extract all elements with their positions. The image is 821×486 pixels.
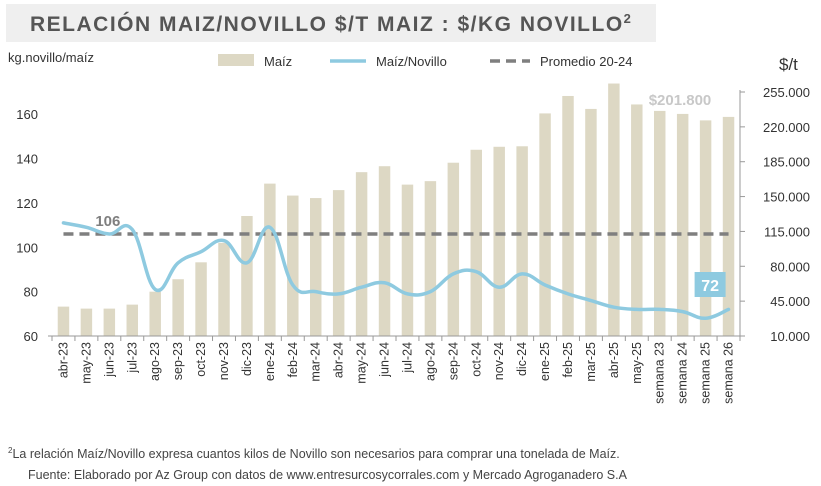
annotation-promedio-value: 106	[95, 213, 120, 230]
y-right-tick-label: 45.000	[770, 294, 810, 309]
y-right-axis-label: $/t	[779, 55, 798, 74]
y-left-tick-label: 140	[16, 152, 38, 167]
bar-maiz	[241, 215, 253, 336]
bar-maiz	[699, 120, 712, 337]
x-tick-label: may-23	[79, 342, 93, 384]
x-tick-label: dic-24	[515, 342, 529, 376]
legend-swatch-maiz	[218, 54, 254, 66]
bar-maiz	[172, 279, 184, 336]
bar-maiz	[654, 110, 666, 336]
bar-maiz	[424, 181, 437, 336]
chart-title-text: RELACIÓN MAIZ/NOVILLO $/T MAIZ : $/KG NO…	[30, 13, 624, 36]
footnote-sup: 2	[8, 446, 13, 455]
bar-maiz	[310, 198, 322, 336]
x-tick-label: feb-25	[561, 342, 575, 377]
bar-maiz	[608, 83, 620, 336]
bar-maiz	[332, 190, 345, 336]
bar-maiz	[493, 146, 505, 336]
x-tick-label: nov-23	[217, 342, 231, 380]
y-right-tick-label: 80.000	[770, 259, 810, 274]
bar-maiz	[631, 104, 643, 337]
y-left-tick-label: 100	[16, 240, 38, 255]
bar-maiz	[401, 184, 414, 336]
legend-label: Maíz/Novillo	[376, 54, 447, 69]
y-left-tick-label: 60	[24, 329, 38, 344]
y-left-axis-label: kg.novillo/maíz	[8, 50, 94, 65]
chart-title-sup: 2	[623, 11, 633, 26]
bar-maiz	[103, 308, 116, 336]
bar-maiz	[355, 172, 368, 336]
bar-maiz	[57, 306, 70, 336]
x-tick-label: nov-24	[492, 342, 506, 380]
x-tick-label: mar-24	[309, 342, 323, 382]
x-tick-label: may-25	[630, 342, 644, 384]
x-tick-label: ene-24	[263, 342, 277, 381]
x-tick-label: ago-24	[423, 342, 437, 381]
x-tick-label: semana 23	[653, 342, 667, 404]
annotation-ratio-box	[694, 272, 726, 297]
x-tick-label: semana 25	[699, 342, 713, 404]
x-tick-label: may-24	[355, 342, 369, 384]
x-tick-label: jul-24	[400, 342, 414, 374]
y-right-tick-label: 10.000	[770, 329, 810, 344]
chart-title: RELACIÓN MAIZ/NOVILLO $/T MAIZ : $/KG NO…	[30, 11, 632, 37]
x-tick-label: jul-23	[125, 342, 139, 374]
title-bar: RELACIÓN MAIZ/NOVILLO $/T MAIZ : $/KG NO…	[6, 4, 656, 42]
legend-label: Maíz	[264, 54, 292, 69]
footnote: 2La relación Maíz/Novillo expresa cuanto…	[8, 446, 620, 461]
x-tick-label: semana 26	[722, 342, 736, 404]
x-tick-label: sep-23	[171, 342, 185, 380]
y-right-tick-label: 255.000	[763, 85, 810, 100]
bar-maiz	[539, 113, 551, 336]
y-left-tick-label: 120	[16, 196, 38, 211]
x-tick-label: mar-25	[584, 342, 598, 382]
x-tick-label: semana 24	[676, 342, 690, 404]
x-tick-label: oct-23	[194, 342, 208, 377]
y-right-tick-label: 115.000	[764, 224, 810, 239]
x-tick-label: sep-24	[446, 342, 460, 380]
x-tick-label: abr-25	[607, 342, 621, 378]
x-tick-label: jun-23	[102, 342, 116, 378]
bar-maiz	[195, 262, 207, 336]
x-tick-label: abr-24	[332, 342, 346, 378]
footnote-text: La relación Maíz/Novillo expresa cuantos…	[12, 447, 620, 462]
bar-maiz	[447, 162, 460, 336]
legend-label: Promedio 20-24	[540, 54, 633, 69]
bar-maiz	[126, 304, 138, 336]
x-tick-label: jun-24	[378, 342, 392, 378]
x-tick-label: dic-23	[240, 342, 254, 376]
series-line-maiz-novillo	[61, 221, 731, 321]
x-tick-label: ago-23	[148, 342, 162, 381]
bar-maiz	[470, 149, 482, 336]
annotation-ratio-value: 72	[701, 278, 719, 295]
y-right-tick-label: 220.000	[763, 120, 810, 135]
source-note: Fuente: Elaborado por Az Group con datos…	[28, 468, 627, 482]
y-left-tick-label: 160	[16, 107, 38, 122]
bar-maiz	[562, 95, 574, 336]
x-tick-label: feb-24	[286, 342, 300, 377]
bar-maiz	[722, 116, 735, 337]
bar-maiz	[218, 242, 230, 336]
bar-maiz	[149, 291, 161, 336]
x-tick-label: ene-25	[538, 342, 552, 381]
bar-maiz	[264, 183, 276, 336]
chart: 60 80 100 120 140 160 10.000 45.000 80.000 115.00…	[8, 50, 810, 404]
bar-maiz	[676, 113, 689, 336]
annotation-maiz-price: $201.800	[649, 92, 712, 109]
bar-maiz	[585, 108, 597, 337]
x-tick-label: oct-24	[469, 342, 483, 377]
bar-maiz	[287, 195, 299, 336]
y-left-tick-label: 80	[24, 285, 38, 300]
bar-maiz	[516, 146, 528, 336]
bar-maiz	[80, 308, 93, 336]
y-right-tick-label: 150.000	[763, 190, 810, 205]
x-tick-label: abr-23	[56, 342, 70, 378]
bar-maiz	[378, 166, 391, 336]
y-right-tick-label: 185.000	[763, 155, 810, 170]
